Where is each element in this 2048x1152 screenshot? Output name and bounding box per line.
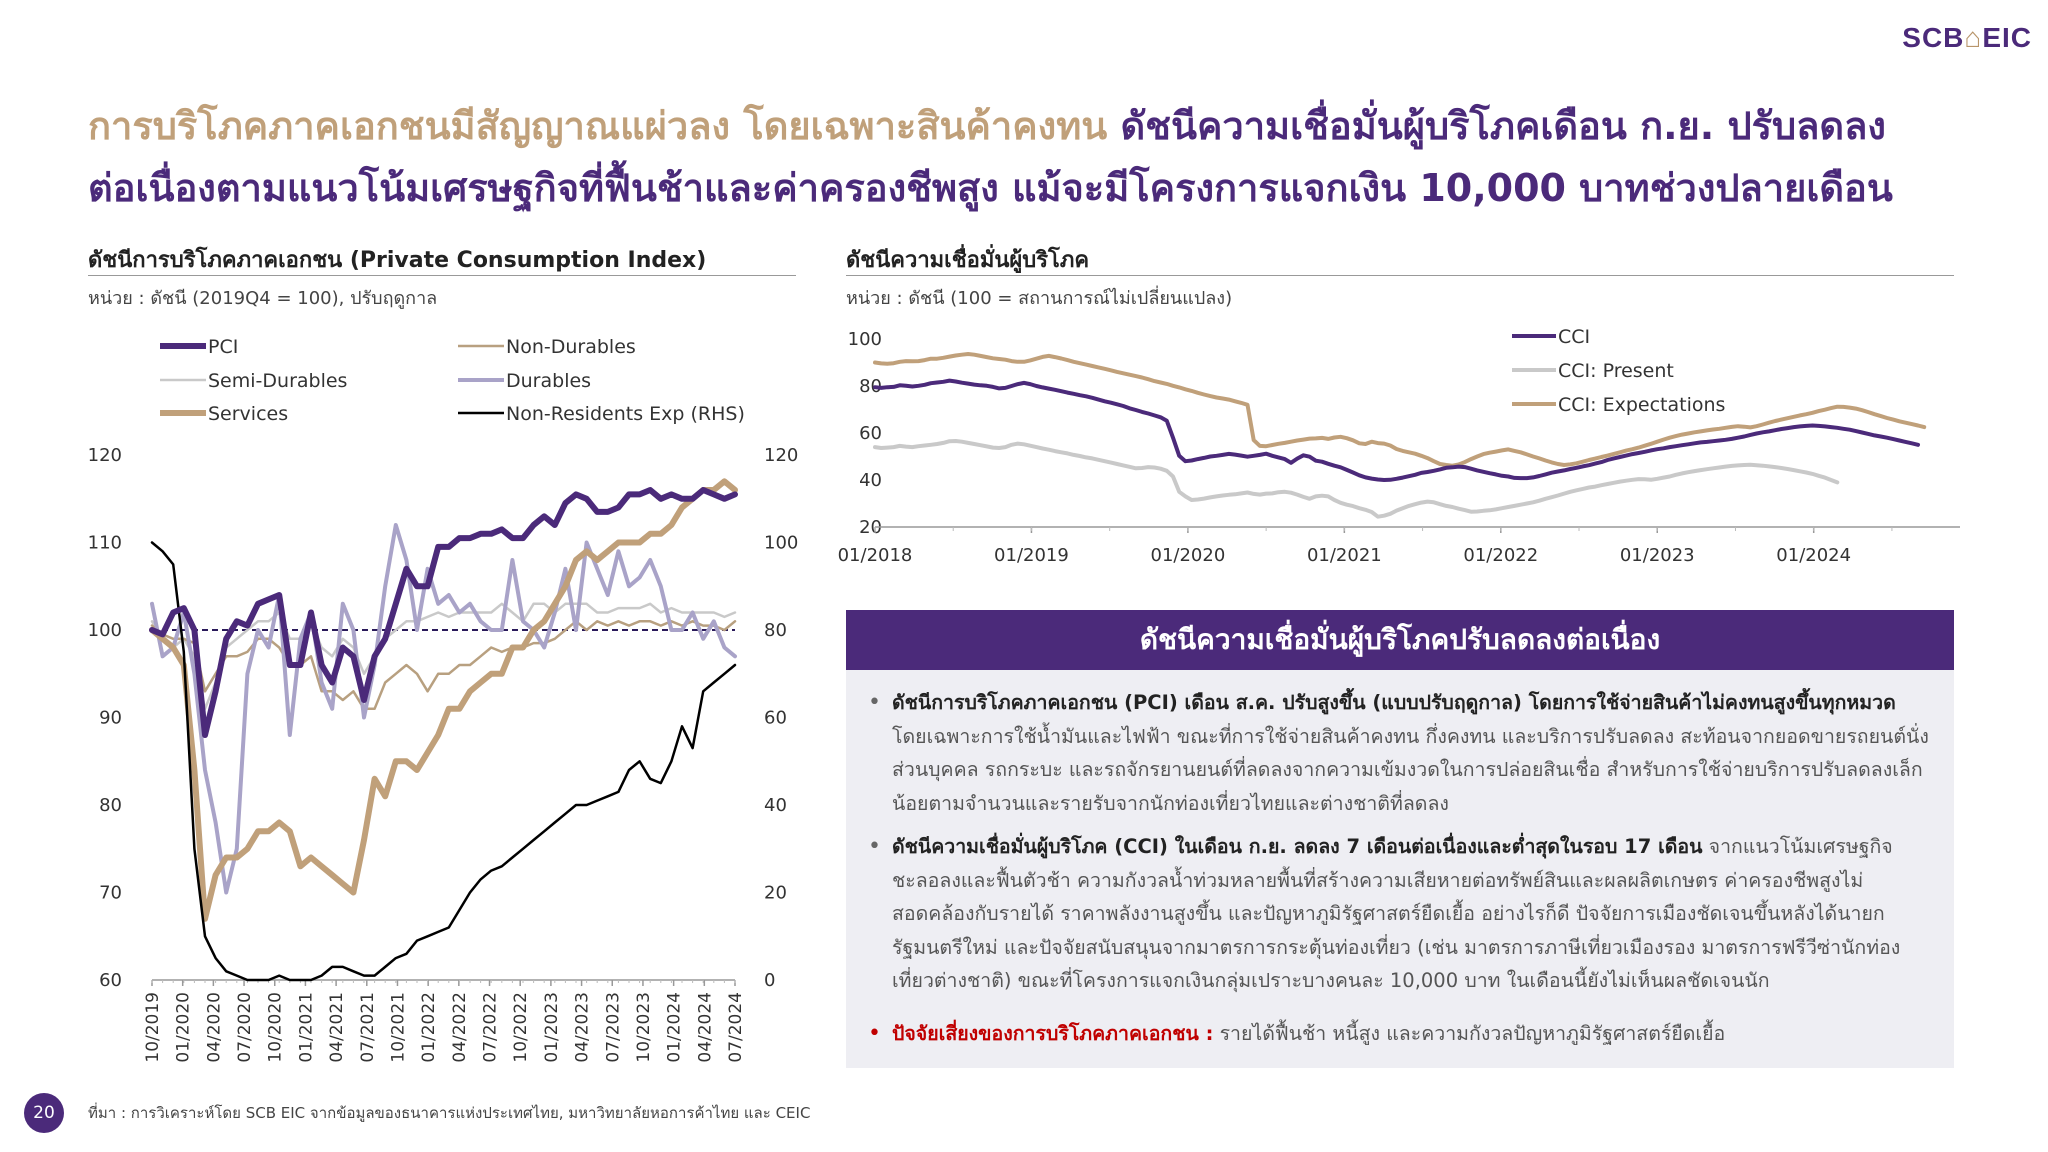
- pci-legend-label-non-residents-exp-rhs: Non-Residents Exp (RHS): [506, 403, 745, 425]
- pci-x-tick-label: 07/2021: [358, 992, 378, 1063]
- cci-x-tick-label: 01/2018: [838, 545, 913, 566]
- bullet-pci-text: โดยเฉพาะการใช้น้ำมันและไฟฟ้า ขณะที่การใช…: [892, 724, 1929, 815]
- pci-x-tick-label: 04/2020: [204, 992, 224, 1063]
- summary-bullet-cci: • ดัชนีความเชื่อมั่นผู้บริโภค (CCI) ในเด…: [864, 830, 1934, 998]
- cci-y-tick-label: 20: [859, 517, 882, 538]
- pci-y-tick-label: 100: [88, 620, 122, 641]
- pci-y2-tick-label: 60: [764, 708, 787, 729]
- bullet-cci-bold: ดัชนีความเชื่อมั่นผู้บริโภค (CCI) ในเดือ…: [892, 835, 1703, 858]
- pci-series-durables: [150, 523, 737, 895]
- pci-chart-unit: หน่วย : ดัชนี (2019Q4 = 100), ปรับฤดูกาล: [88, 288, 438, 309]
- cci-chart-title: ดัชนีความเชื่อมั่นผู้บริโภค: [846, 248, 1090, 273]
- bullet-pci-bold: ดัชนีการบริโภคภาคเอกชน (PCI) เดือน ส.ค. …: [892, 691, 1896, 714]
- pci-chart: 120 110 100 90 80 70 60 120 100 80 60 40 20 0 10/2019 0…: [88, 336, 799, 1063]
- pci-series-services: [149, 478, 738, 922]
- bullet-dot: •: [868, 1021, 881, 1046]
- cci-series-cci: [873, 378, 1920, 482]
- pci-series-pci: [149, 487, 738, 738]
- bullet-cci-text: จากแนวโน้มเศรษฐกิจชะลอลงและฟื้นตัวช้า คว…: [892, 835, 1901, 992]
- pci-x-tick-label: 10/2022: [511, 992, 531, 1063]
- cci-chart: 100 80 60 40 20 01/2018 01/2019 01/2020 01/2021 0…: [838, 326, 1960, 566]
- cci-series-cci-expectations: [873, 352, 1927, 468]
- pci-y-tick-label: 120: [88, 445, 122, 466]
- source-note: ที่มา : การวิเคราะห์โดย SCB EIC จากข้อมู…: [88, 1104, 811, 1122]
- cci-y-tick-label: 40: [859, 470, 882, 491]
- cci-x-tick-label: 01/2020: [1151, 545, 1226, 566]
- pci-y2-tick-label: 20: [764, 883, 787, 904]
- title-part-3: ต่อเนื่องตามแนวโน้มเศรษฐกิจที่ฟื้นช้าและ…: [88, 166, 1893, 210]
- cci-x-tick-label: 01/2022: [1463, 545, 1538, 566]
- pci-x-tick-label: 01/2020: [174, 992, 194, 1063]
- summary-header: ดัชนีความเชื่อมั่นผู้บริโภคปรับลดลงต่อเน…: [846, 610, 1954, 670]
- pci-x-tick-label: 07/2020: [235, 992, 255, 1063]
- pci-legend-label-non-durables: Non-Durables: [506, 336, 636, 358]
- pci-legend-label-durables: Durables: [506, 370, 591, 392]
- summary-bullet-risk: • ปัจจัยเสี่ยงของการบริโภคภาคเอกชน : ราย…: [864, 1017, 1934, 1051]
- cci-y-tick-label: 100: [848, 329, 882, 350]
- pci-x-tick-label: 04/2024: [695, 992, 715, 1063]
- pci-legend-label-semi-durables: Semi-Durables: [208, 370, 347, 392]
- cci-chart-rule: [846, 275, 1954, 276]
- cci-legend-label-cci-expectations: CCI: Expectations: [1558, 394, 1725, 416]
- pci-chart-title: ดัชนีการบริโภคภาคเอกชน (Private Consumpt…: [88, 248, 707, 273]
- pci-x-tick-label: 07/2022: [481, 992, 501, 1063]
- pci-y2-tick-label: 40: [764, 795, 787, 816]
- cci-legend-label-cci: CCI: [1558, 326, 1590, 348]
- pci-x-tick-label: 10/2023: [634, 992, 654, 1063]
- pci-legend-label-services: Services: [208, 403, 288, 425]
- cci-series-cci-present: [873, 439, 1840, 519]
- pci-series-semi-durables: [150, 602, 737, 711]
- pci-x-tick-label: 01/2021: [296, 992, 316, 1063]
- pci-y-tick-label: 90: [99, 708, 122, 729]
- bullet-risk-text: รายได้ฟื้นช้า หนี้สูง และความกังวลปัญหาภ…: [1213, 1022, 1726, 1045]
- pci-x-tick-label: 10/2021: [388, 992, 408, 1063]
- scb-eic-logo: SCB⌂EIC: [1902, 22, 2032, 54]
- pci-y2-tick-label: 100: [764, 533, 798, 554]
- bullet-dot: •: [868, 834, 881, 859]
- pci-y-tick-label: 110: [88, 533, 122, 554]
- pci-x-tick-label: 04/2023: [573, 992, 593, 1063]
- pci-series-non-durables: [150, 620, 737, 711]
- pci-x-tick-label: 04/2021: [327, 992, 347, 1063]
- title-part-2: ดัชนีความเชื่อมั่นผู้บริโภคเดือน ก.ย. ปร…: [1120, 104, 1886, 148]
- pci-y2-tick-label: 120: [764, 445, 798, 466]
- summary-body: • ดัชนีการบริโภคภาคเอกชน (PCI) เดือน ส.ค…: [846, 670, 1954, 1068]
- title-part-1: การบริโภคภาคเอกชนมีสัญญาณแผ่วลง โดยเฉพาะ…: [88, 104, 1108, 148]
- pci-y2-tick-label: 0: [764, 970, 775, 991]
- cci-x-tick-label: 01/2023: [1620, 545, 1695, 566]
- slide-title: การบริโภคภาคเอกชนมีสัญญาณแผ่วลง โดยเฉพาะ…: [88, 95, 1988, 219]
- pci-series-non-residents-exp-rhs: [150, 541, 737, 982]
- pci-y-tick-label: 70: [99, 883, 122, 904]
- pci-x-tick-label: 01/2023: [542, 992, 562, 1063]
- pci-x-tick-label: 01/2024: [665, 992, 685, 1063]
- cci-chart-unit: หน่วย : ดัชนี (100 = สถานการณ์ไม่เปลี่ยน…: [846, 288, 1233, 309]
- house-icon: ⌂: [1964, 22, 1983, 53]
- pci-x-tick-label: 04/2022: [450, 992, 470, 1063]
- pci-y-tick-label: 60: [99, 970, 122, 991]
- page-number: 20: [24, 1093, 64, 1133]
- pci-legend-label-pci: PCI: [208, 336, 238, 358]
- pci-chart-rule: [88, 275, 796, 276]
- logo-text-left: SCB: [1902, 22, 1965, 53]
- cci-y-tick-label: 60: [859, 423, 882, 444]
- pci-x-tick-label: 01/2022: [419, 992, 439, 1063]
- pci-y-tick-label: 80: [99, 795, 122, 816]
- pci-x-tick-label: 10/2019: [143, 992, 163, 1063]
- logo-text-right: EIC: [1982, 22, 2032, 53]
- pci-x-tick-label: 07/2023: [603, 992, 623, 1063]
- cci-legend-label-cci-present: CCI: Present: [1558, 360, 1674, 382]
- pci-x-tick-label: 07/2024: [726, 992, 746, 1063]
- pci-x-tick-label: 10/2020: [266, 992, 286, 1063]
- bullet-dot: •: [868, 690, 881, 715]
- bullet-risk-bold: ปัจจัยเสี่ยงของการบริโภคภาคเอกชน :: [892, 1022, 1214, 1045]
- cci-x-tick-label: 01/2021: [1307, 545, 1382, 566]
- pci-y2-tick-label: 80: [764, 620, 787, 641]
- cci-y-tick-label: 80: [859, 376, 882, 397]
- cci-x-tick-label: 01/2019: [994, 545, 1069, 566]
- summary-bullet-pci: • ดัชนีการบริโภคภาคเอกชน (PCI) เดือน ส.ค…: [864, 686, 1934, 820]
- cci-x-tick-label: 01/2024: [1776, 545, 1851, 566]
